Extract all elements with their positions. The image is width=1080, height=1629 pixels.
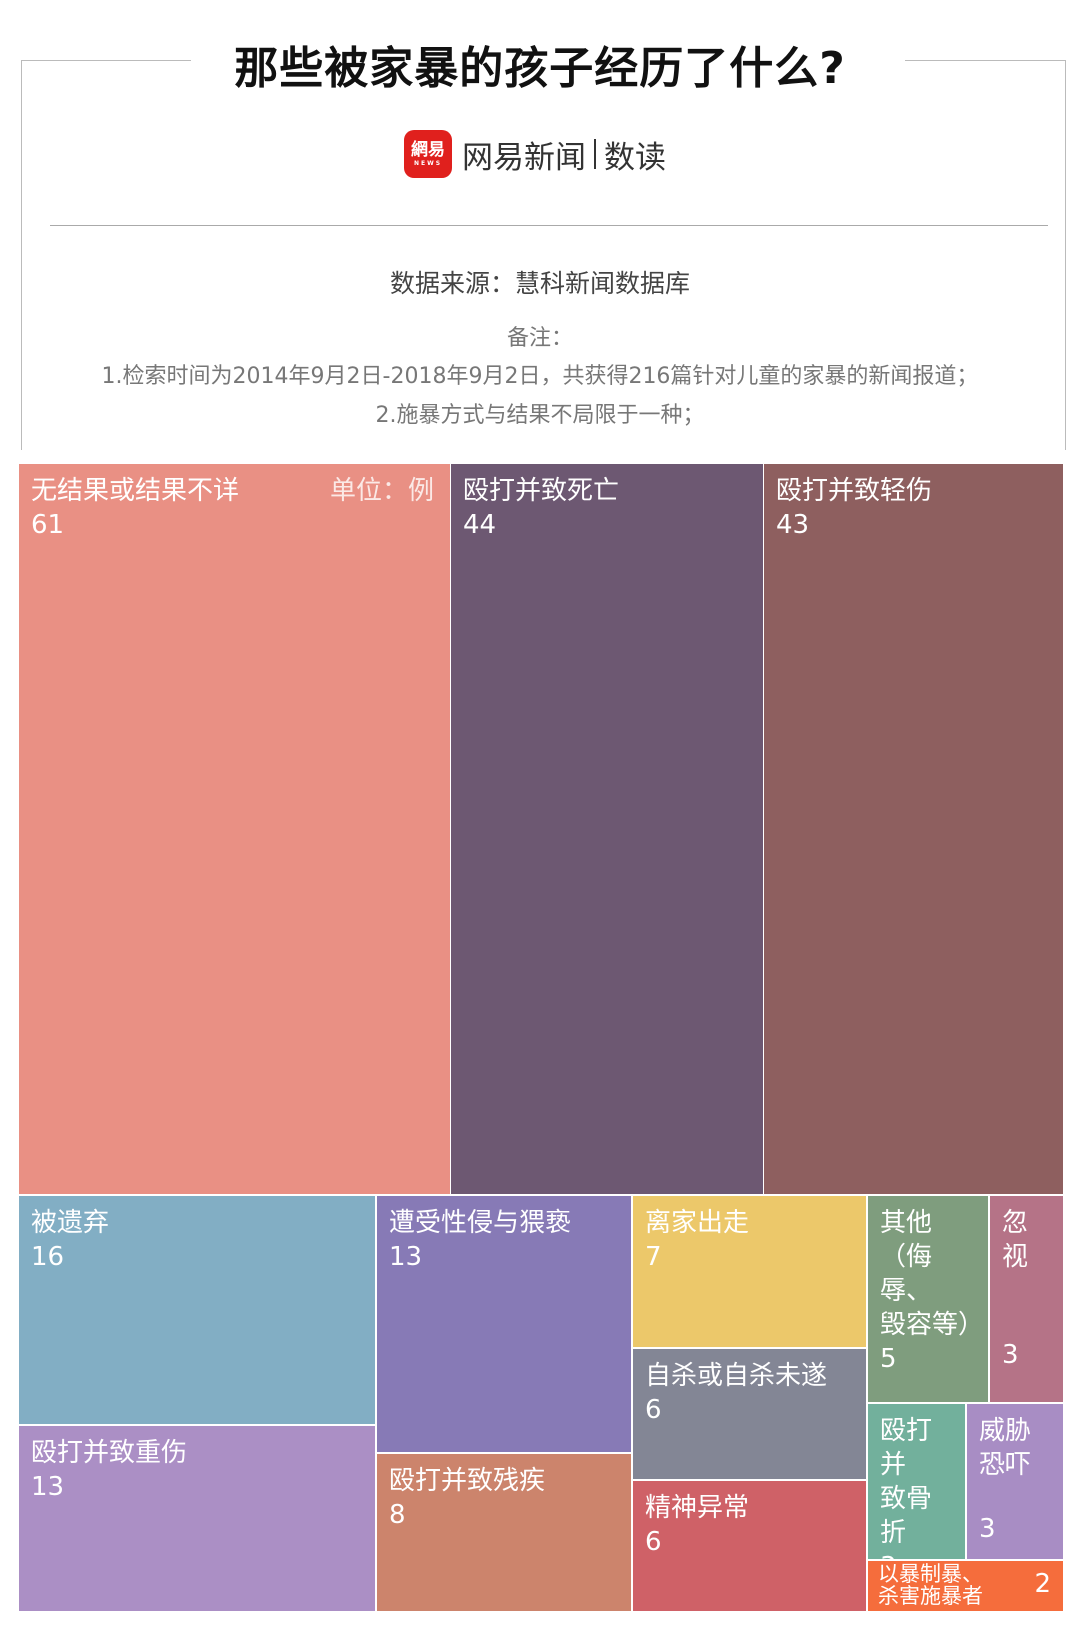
cell-value: 5 [880,1344,897,1374]
cell-label: 遭受性侵与猥亵 [389,1208,572,1238]
treemap-cell: 殴打并致死亡 44 [451,464,763,1194]
cell-label: 无结果或结果不详 [31,476,240,506]
notes-title: 备注： [506,326,573,351]
treemap-cell: 离家出走 7 [633,1196,866,1347]
treemap-cell: 殴打并致轻伤 43 [764,464,1063,1194]
treemap-cell: 殴打并致残疾 8 [377,1454,631,1611]
cell-label: 威胁 恐吓 [979,1416,1032,1480]
treemap-cell: 无结果或结果不详 61 单位：例 [19,464,450,1194]
treemap-cell: 以暴制暴、 杀害施暴者 2 [868,1561,1063,1611]
cell-label: 离家出走 [645,1208,750,1238]
chart-title: 那些被家暴的孩子经历了什么? [234,43,846,94]
treemap-cell: 被遗弃 16 [19,1196,375,1424]
treemap-cell: 威胁 恐吓 3 [967,1404,1063,1559]
data-source: 数据来源：慧科新闻数据库 [389,269,690,298]
cell-value: 43 [776,510,810,540]
treemap-cell: 自杀或自杀未遂 6 [633,1349,866,1479]
brand-separator [594,139,596,169]
cell-value: 13 [31,1472,65,1502]
treemap-cell: 殴打 并 致骨折 3 [868,1404,965,1559]
cell-value: 2 [1034,1569,1051,1599]
header-divider [50,225,1048,226]
cell-label: 以暴制暴、 杀害施暴者 [878,1562,983,1608]
cell-value: 13 [389,1242,423,1272]
treemap-cell: 精神异常 6 [633,1481,866,1611]
brand-sub: 数读 [604,139,666,176]
cell-value: 3 [1002,1340,1019,1370]
cell-value: 61 [31,510,65,540]
netease-news-logo: 網易 NEWS [404,130,452,178]
cell-label: 殴打并致重伤 [31,1438,188,1468]
treemap-cell: 其他 （侮辱、 毁容等） 5 [868,1196,988,1402]
frame-right-line [1065,60,1066,450]
note-1: 1.检索时间为2014年9月2日-2018年9月2日，共获得216篇针对儿童的家… [101,364,979,389]
unit-label: 单位：例 [329,476,434,506]
cell-value: 44 [463,510,497,540]
treemap-cell: 忽视 3 [990,1196,1063,1402]
cell-value: 6 [645,1395,662,1425]
frame-top-left-line [21,60,191,61]
treemap-cell: 殴打并致重伤 13 [19,1426,375,1611]
cell-label: 殴打 并 致骨折 [880,1416,933,1548]
brand-name: 网易新闻 [462,139,586,176]
cell-label: 精神异常 [645,1493,750,1523]
cell-label: 殴打并致轻伤 [776,476,933,506]
cell-value: 3 [979,1514,996,1544]
frame-top-right-line [905,60,1066,61]
cell-label: 被遗弃 [31,1208,110,1238]
cell-value: 16 [31,1242,65,1272]
cell-value: 6 [645,1527,662,1557]
cell-value: 7 [645,1242,662,1272]
treemap-cell: 遭受性侵与猥亵 13 [377,1196,631,1452]
brand: 網易 NEWS 网易新闻 数读 [404,130,666,178]
cell-label: 忽视 [1002,1208,1029,1272]
cell-value: 3 [880,1550,953,1559]
cell-value: 8 [389,1500,406,1530]
note-2: 2.施暴方式与结果不局限于一种； [375,403,705,428]
cell-label: 自杀或自杀未遂 [645,1361,828,1391]
cell-label: 殴打并致死亡 [463,476,620,506]
frame-left-line [21,60,22,450]
cell-label: 殴打并致残疾 [389,1466,546,1496]
cell-label: 其他 （侮辱、 毁容等） [880,1208,985,1340]
